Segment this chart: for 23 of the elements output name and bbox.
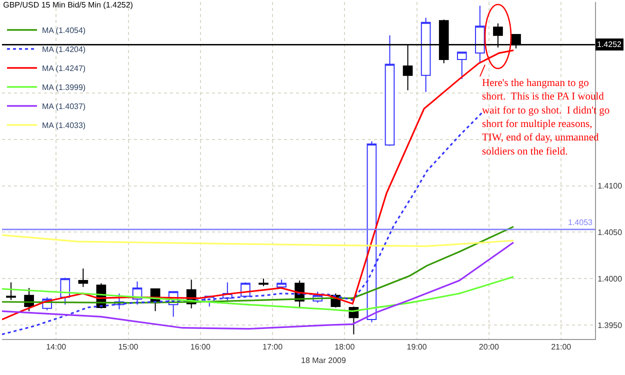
chart-title: GBP/USD 15 Min Bid/5 Min (1.4252) xyxy=(3,0,134,10)
text: 18 Mar 2009 xyxy=(301,356,346,365)
annotation: Here's the hangman to go short. This is the PA I would wait for to go shot. I didn't go short for multiple reasons, TIW, end of day, unmanned soldiers on the field. xyxy=(482,78,610,158)
y-tick-label: 1.4100 xyxy=(598,182,623,191)
x-tick-label: 18:00 xyxy=(334,342,356,352)
x-tick-label: 16:00 xyxy=(190,342,211,352)
legend-label: MA (1.3999) xyxy=(42,83,86,92)
x-tick-label: 20:00 xyxy=(478,342,500,352)
y-tick-label: 1.3950 xyxy=(598,320,623,330)
legend-label: MA (1.4247) xyxy=(42,64,86,74)
y-tick-label: 1.4050 xyxy=(598,228,623,238)
x-tick-label: 21:00 xyxy=(551,342,572,352)
x-tick-label: 14:00 xyxy=(46,342,67,352)
legend-label: MA (1.4204) xyxy=(42,45,86,54)
legend-label: MA (1.4037) xyxy=(42,102,86,112)
legend-label: MA (1.4054) xyxy=(42,26,86,36)
y-tick-label: 1.4000 xyxy=(598,274,623,284)
x-tick-label: 17:00 xyxy=(262,342,284,352)
ref-line-label: 1.4252 xyxy=(597,40,622,49)
x-tick-label: 15:00 xyxy=(118,342,139,352)
ref-line-label: 1.4053 xyxy=(568,218,594,227)
x-tick-label: 19:00 xyxy=(406,342,428,352)
legend-label: MA (1.4033) xyxy=(42,121,86,130)
